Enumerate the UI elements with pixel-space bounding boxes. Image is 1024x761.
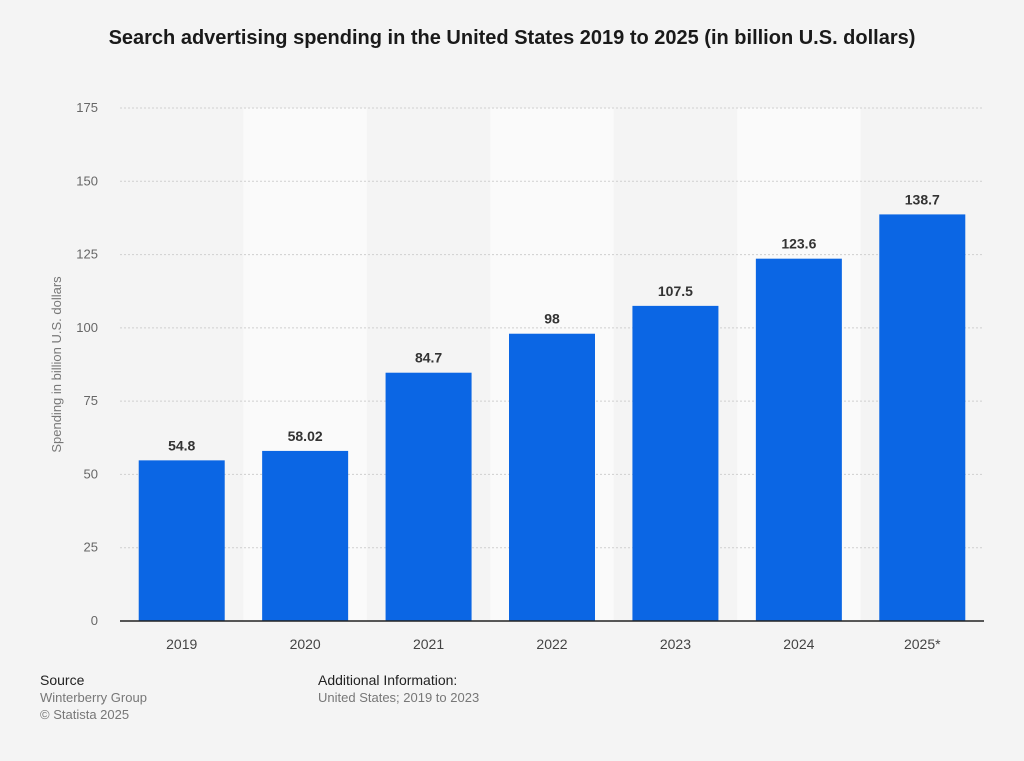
data-label: 58.02 — [288, 428, 323, 444]
source-block: Source Winterberry Group © Statista 2025 — [40, 672, 147, 723]
bar — [138, 460, 225, 621]
data-label: 123.6 — [781, 236, 816, 252]
x-tick-label: 2019 — [166, 636, 197, 652]
additional-info-block: Additional Information: United States; 2… — [318, 672, 479, 706]
data-label: 138.7 — [905, 191, 940, 207]
y-tick-label: 150 — [76, 173, 98, 188]
y-tick-label: 100 — [76, 320, 98, 335]
x-tick-label: 2021 — [413, 636, 444, 652]
source-line: Winterberry Group — [40, 690, 147, 705]
data-label: 98 — [544, 311, 560, 327]
x-tick-label: 2022 — [536, 636, 567, 652]
bar — [385, 372, 472, 621]
x-tick-label: 2024 — [783, 636, 814, 652]
y-tick-label: 125 — [76, 247, 98, 262]
y-tick-label: 50 — [84, 466, 98, 481]
bar — [879, 214, 966, 621]
data-label: 84.7 — [415, 350, 442, 366]
x-tick-label: 2025* — [904, 636, 941, 652]
data-label: 107.5 — [658, 283, 693, 299]
y-tick-label: 175 — [76, 100, 98, 115]
x-tick-label: 2020 — [290, 636, 321, 652]
chart-title: Search advertising spending in the Unite… — [108, 27, 916, 49]
copyright-line: © Statista 2025 — [40, 707, 130, 722]
bar — [262, 450, 349, 621]
bar — [632, 305, 719, 621]
additional-info-text: United States; 2019 to 2023 — [318, 690, 480, 705]
y-axis-title: Spending in billion U.S. dollars — [49, 276, 64, 453]
data-label: 54.8 — [168, 437, 195, 453]
y-tick-label: 25 — [84, 540, 98, 555]
source-heading: Source — [40, 672, 85, 688]
y-tick-label: 0 — [91, 613, 98, 628]
bar — [755, 258, 842, 621]
bar — [509, 333, 595, 621]
x-tick-label: 2023 — [660, 636, 691, 652]
additional-info-heading: Additional Information: — [318, 672, 458, 688]
y-tick-label: 75 — [84, 393, 98, 408]
